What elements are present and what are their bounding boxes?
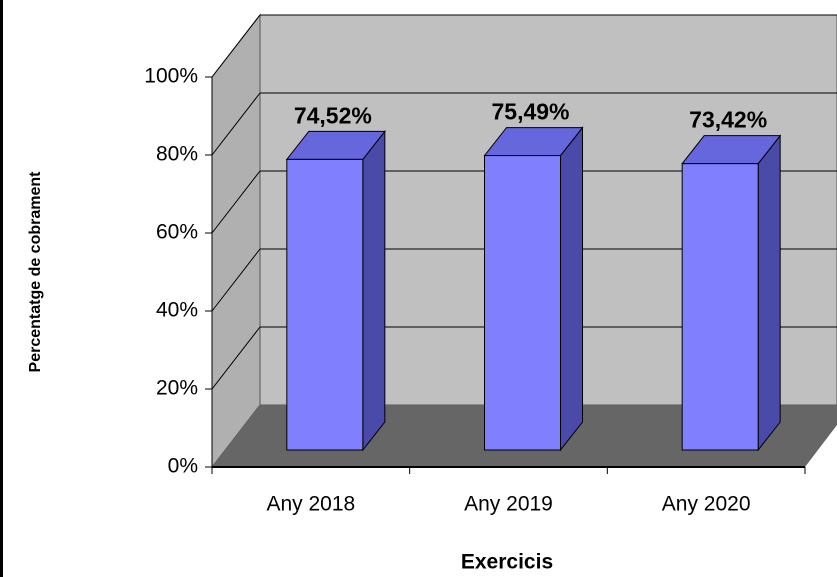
y-tick-label: 0% <box>168 455 198 478</box>
value-label: 73,42% <box>689 107 767 133</box>
grid-line <box>211 170 261 234</box>
grid-line <box>211 326 261 390</box>
left-border <box>0 0 3 577</box>
y-tick-label: 40% <box>156 299 198 322</box>
value-label: 74,52% <box>294 102 372 128</box>
x-tick-label: Any 2020 <box>662 493 751 516</box>
x-tick-label: Any 2018 <box>266 493 355 516</box>
y-tick-label: 20% <box>156 377 198 400</box>
grid-line <box>211 92 261 156</box>
y-tick-label: 100% <box>144 65 198 88</box>
bar <box>681 163 759 451</box>
bar-side <box>362 129 386 452</box>
bar <box>286 158 364 451</box>
side-wall <box>211 13 261 469</box>
grid-line <box>211 248 261 312</box>
y-tick-label: 60% <box>156 221 198 244</box>
x-axis-title: Exercicis <box>461 551 553 574</box>
bar-side <box>757 134 781 452</box>
bar <box>484 155 561 451</box>
grid-line <box>211 14 261 78</box>
y-axis-title: Percentatge de cobrament <box>27 171 44 373</box>
value-label: 75,49% <box>491 99 569 125</box>
x-tick-label: Any 2019 <box>464 493 553 516</box>
y-tick-label: 80% <box>156 143 198 166</box>
bar-side <box>560 126 583 452</box>
